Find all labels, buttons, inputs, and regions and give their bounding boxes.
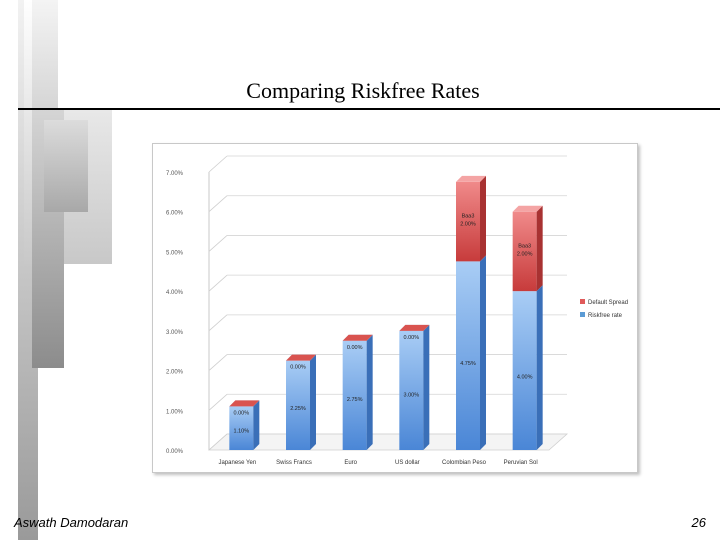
riskfree-bar-front — [512, 291, 537, 450]
page-number: 26 — [691, 515, 706, 530]
riskfree-data-label: 1.10% — [234, 428, 250, 434]
title-rule — [18, 108, 720, 110]
riskfree-data-label: 4.00% — [517, 375, 533, 381]
riskfree-bar-side — [310, 354, 316, 450]
default-spread-bar-front — [512, 211, 537, 292]
gridline-diagonal — [208, 354, 228, 371]
riskfree-bar-front — [286, 360, 310, 450]
slide-title: Comparing Riskfree Rates — [246, 78, 480, 103]
decor-bar-4 — [44, 120, 88, 212]
riskfree-bar-side — [253, 400, 260, 450]
gridline-diagonal — [208, 433, 228, 451]
riskfree-bar-front — [342, 340, 367, 450]
gridline-diagonal — [208, 235, 228, 252]
default-spread-bar-side — [536, 205, 543, 292]
y-tick-label: 2.00% — [166, 370, 184, 376]
gridline-diagonal — [208, 274, 228, 292]
legend-swatch — [580, 312, 585, 317]
default-spread-data-label: 0.00% — [234, 410, 250, 416]
y-tick-label: 3.00% — [166, 330, 184, 336]
riskfree-bar-front — [399, 330, 424, 450]
legend-label: Default Spread — [588, 300, 628, 306]
y-tick-label: 0.00% — [166, 449, 184, 455]
default-spread-data-label: 0.00% — [290, 365, 306, 371]
riskfree-bar-side — [366, 334, 373, 450]
x-tick-label: Swiss Francs — [276, 460, 312, 466]
footer-author: Aswath Damodaran — [14, 515, 129, 530]
x-tick-label: US dollar — [395, 460, 420, 466]
riskfree-bar-front — [456, 261, 480, 450]
default-spread-data-label: 2.00% — [460, 222, 476, 228]
legend-label: Riskfree rate — [588, 313, 623, 319]
gridline-diagonal — [208, 393, 228, 411]
default-spread-data-label: Baa3 — [518, 243, 531, 249]
gridline-diagonal — [208, 314, 228, 332]
riskfree-data-label: 4.75% — [460, 361, 476, 367]
x-tick-label: Euro — [344, 460, 357, 466]
gridline-diagonal — [208, 195, 228, 213]
riskfree-data-label: 2.25% — [290, 406, 306, 412]
default-spread-bar-top — [342, 334, 373, 341]
stacked-bar-chart: 0.00% 1.00% 2.00% 3.00% 4.00% 5.00% 6.00% 7.00%… — [166, 155, 628, 466]
default-spread-bar-top — [456, 175, 486, 182]
chart-frame: 0.00% 1.00% 2.00% 3.00% 4.00% 5.00% 6.00% 7.00%… — [152, 143, 638, 473]
default-spread-data-label: Baa3 — [462, 214, 475, 220]
default-spread-data-label: 0.00% — [404, 335, 420, 341]
legend-swatch — [580, 299, 585, 304]
x-tick-label: Japanese Yen — [218, 460, 256, 466]
gridline-diagonal — [208, 155, 228, 173]
default-spread-bar-front — [456, 181, 480, 262]
y-tick-label: 5.00% — [166, 250, 184, 256]
riskfree-bar-side — [480, 255, 486, 450]
riskfree-bar-side — [536, 285, 543, 450]
riskfree-bar-side — [423, 324, 430, 450]
decor-bar-5 — [58, 0, 112, 108]
x-tick-label: Colombian Peso — [442, 460, 487, 466]
y-tick-label: 4.00% — [166, 290, 184, 296]
default-spread-bar-top — [512, 205, 543, 212]
x-tick-label: Peruvian Sol — [504, 460, 538, 466]
default-spread-data-label: 0.00% — [347, 345, 363, 351]
default-spread-bar-top — [286, 354, 316, 361]
y-tick-label: 1.00% — [166, 409, 184, 415]
riskfree-data-label: 3.00% — [404, 392, 420, 398]
default-spread-bar-top — [229, 400, 260, 407]
default-spread-data-label: 2.00% — [517, 251, 533, 257]
default-spread-bar-side — [480, 175, 486, 262]
y-tick-label: 7.00% — [166, 171, 184, 177]
riskfree-bar-front — [229, 406, 254, 450]
riskfree-data-label: 2.75% — [347, 397, 363, 403]
default-spread-bar-top — [399, 324, 430, 331]
y-tick-label: 6.00% — [166, 211, 184, 217]
